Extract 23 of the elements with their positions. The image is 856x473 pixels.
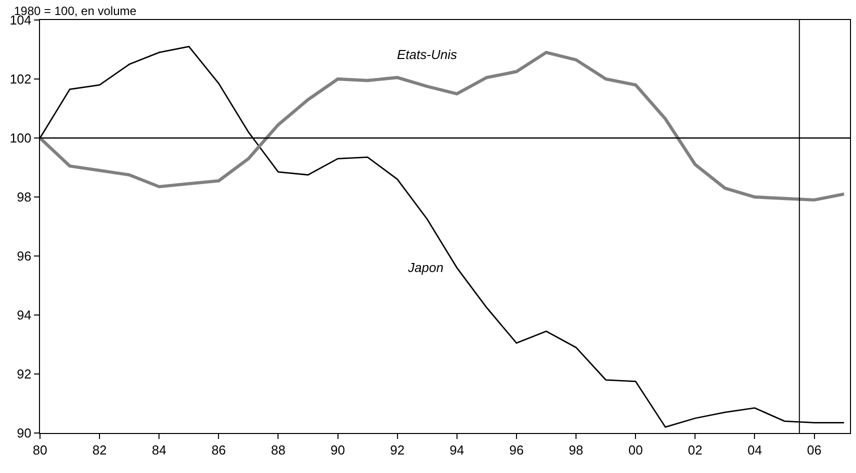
x-tick-label: 96 — [509, 442, 524, 458]
y-tick-label: 96 — [16, 248, 32, 264]
series-label: Japon — [407, 260, 444, 275]
x-tick-label: 80 — [32, 442, 48, 458]
x-tick-label: 04 — [747, 442, 762, 458]
y-tick-label: 94 — [16, 308, 32, 323]
x-tick-label: 88 — [271, 442, 286, 458]
x-tick-label: 00 — [628, 442, 643, 458]
x-tick-label: 90 — [330, 442, 346, 458]
y-tick-label: 92 — [16, 366, 32, 382]
x-tick-label: 06 — [807, 442, 822, 458]
series-label: Etats-Unis — [397, 47, 458, 62]
x-tick-label: 82 — [92, 442, 107, 458]
y-tick-label: 100 — [10, 130, 32, 146]
x-tick-label: 84 — [152, 442, 166, 458]
x-tick-label: 86 — [211, 442, 226, 458]
x-tick-label: 98 — [568, 442, 584, 458]
y-tick-label: 98 — [16, 190, 32, 205]
x-tick-label: 02 — [688, 442, 702, 458]
y-tick-label: 102 — [10, 72, 32, 87]
x-tick-label: 92 — [390, 442, 405, 458]
y-tick-label: 90 — [16, 426, 32, 441]
x-tick-label: 94 — [450, 442, 464, 458]
